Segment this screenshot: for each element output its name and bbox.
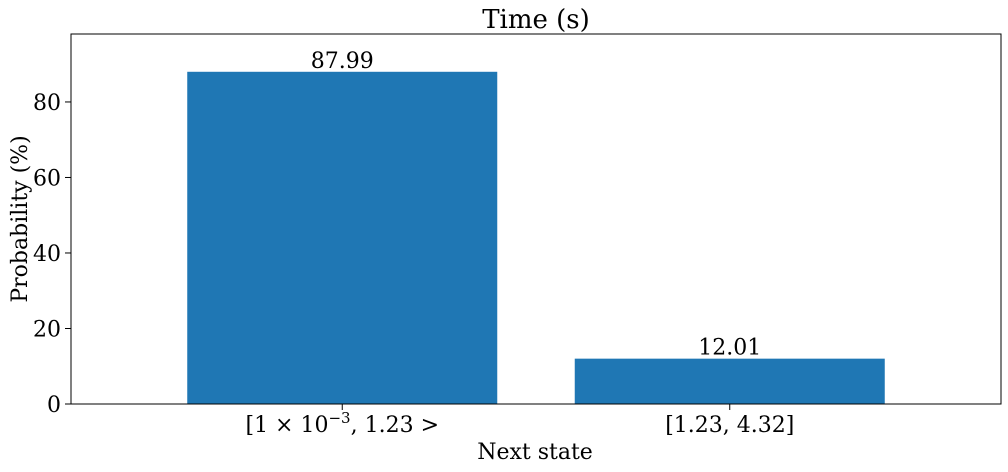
y-tick-label: 20 (33, 317, 61, 342)
chart-title: Time (s) (482, 5, 590, 35)
y-tick-label: 60 (33, 166, 61, 191)
y-tick-label: 0 (47, 393, 61, 418)
x-tick-label: [1 × 10−3, 1.23 > (245, 409, 439, 438)
axes-frame (70, 33, 1002, 405)
y-axis-label: Probability (%) (8, 135, 33, 302)
plot-area: 87.99 [1 × 10−3, 1.23 > 12.01 [1.23, 4.32] 0… (33, 33, 1002, 438)
x-tick-label: [1.23, 4.32] (665, 413, 794, 438)
bar (187, 71, 498, 405)
data-label: 87.99 (311, 49, 374, 74)
x-axis-label: Next state (477, 440, 593, 465)
y-tick-label: 80 (33, 91, 61, 116)
data-label: 12.01 (698, 336, 761, 361)
bar (574, 358, 885, 404)
y-tick-label: 40 (33, 242, 61, 267)
